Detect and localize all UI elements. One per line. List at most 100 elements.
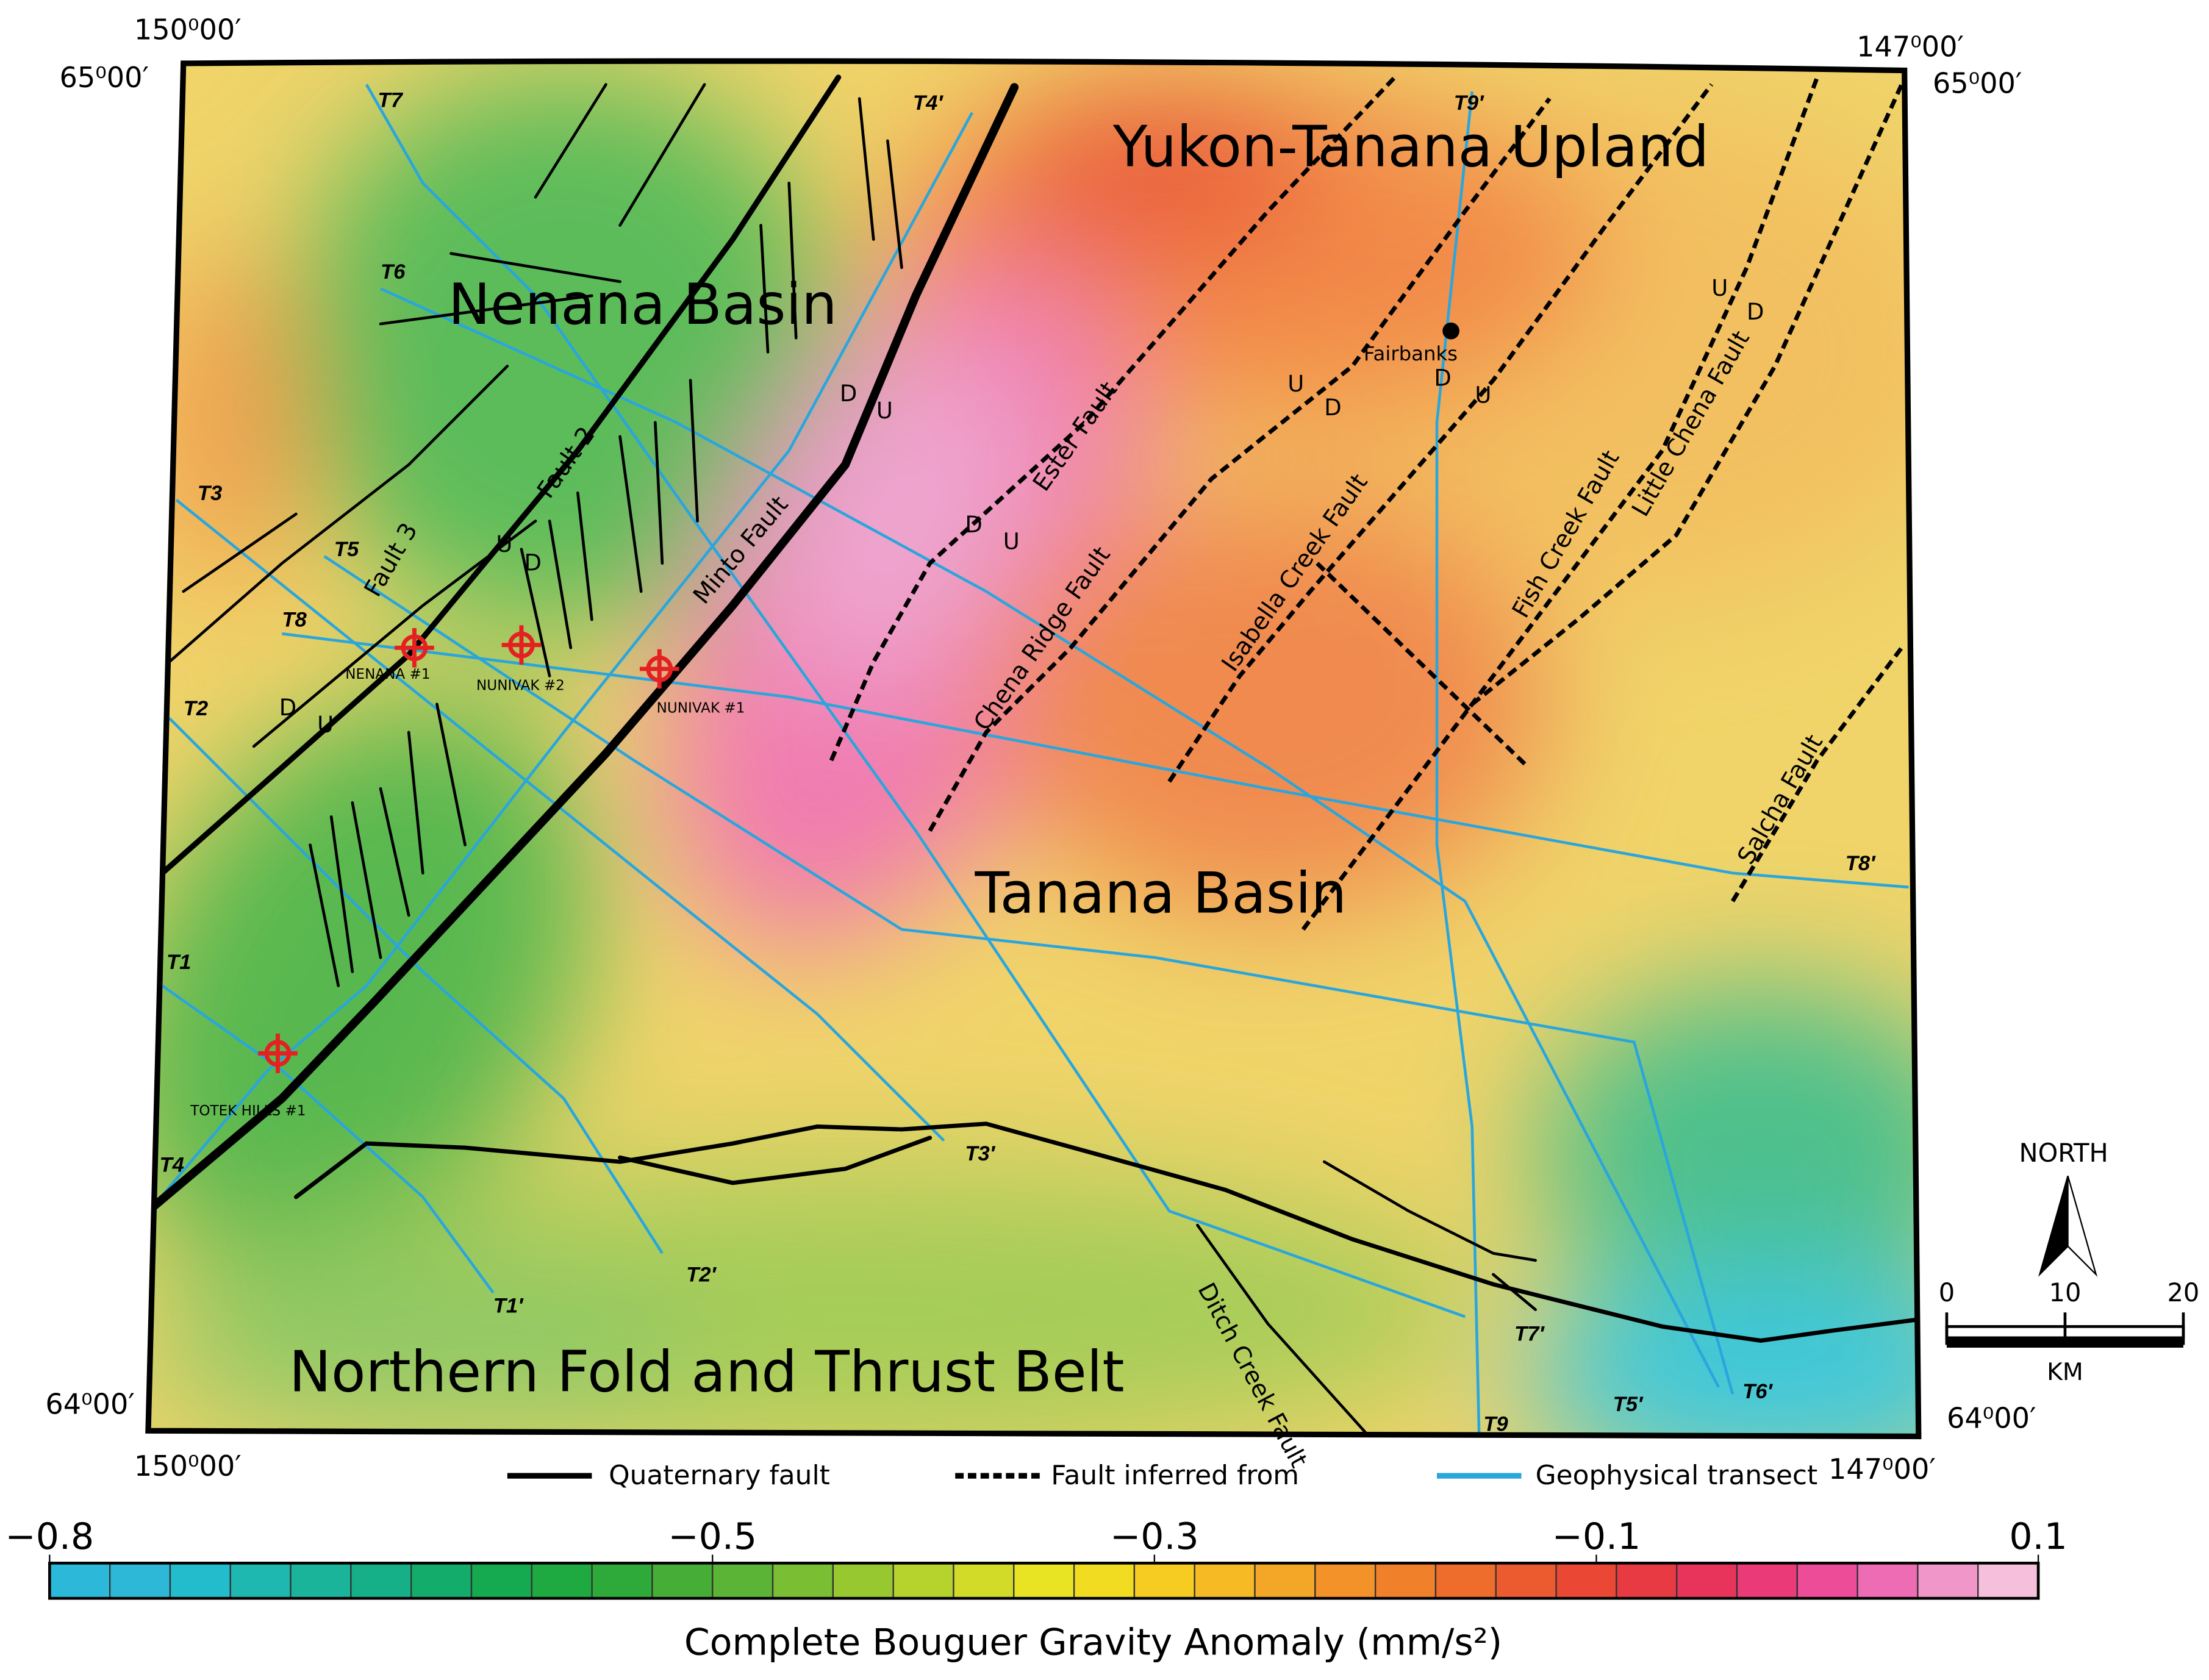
transect-label: T7 xyxy=(378,89,403,112)
north-arrow xyxy=(2038,1175,2069,1277)
colorbar-tick-label: −0.3 xyxy=(1110,1515,1199,1558)
well-label: NUNIVAK #1 xyxy=(657,701,745,717)
transect-label: T5 xyxy=(334,538,359,561)
corner-coordinate: 147⁰00′ xyxy=(1856,30,1964,63)
colorbar-tick-label: 0.1 xyxy=(2009,1515,2067,1558)
well-markers xyxy=(258,625,679,1073)
well-label: TOTEK HILLS #1 xyxy=(190,1103,306,1119)
scale-unit: KM xyxy=(2047,1359,2083,1386)
legend-label: Fault inferred from xyxy=(1051,1460,1299,1491)
transect-label: T3′ xyxy=(965,1142,995,1165)
region-label: Yukon-Tanana Upland xyxy=(1112,113,1709,179)
corner-coordinate: 150⁰00′ xyxy=(134,1449,242,1482)
offset-mark: D xyxy=(279,695,296,721)
corner-coordinate: 65⁰00′ xyxy=(59,61,149,94)
colorbar-swatch xyxy=(1736,1562,1798,1600)
colorbar-swatch xyxy=(1977,1562,2039,1600)
transect-label: T2′ xyxy=(686,1263,717,1286)
colorbar-swatch xyxy=(1856,1562,1919,1600)
colorbar-swatch xyxy=(1194,1562,1256,1600)
legend-label: Geophysical transect xyxy=(1536,1460,1818,1491)
transect-label: T1 xyxy=(166,951,191,974)
colorbar-swatch xyxy=(772,1562,834,1600)
transect-label: T1′ xyxy=(493,1294,524,1317)
colorbar-swatch xyxy=(832,1562,894,1600)
north-arrow-half xyxy=(2067,1175,2098,1277)
colorbar-swatch xyxy=(1314,1562,1377,1600)
offset-mark: D xyxy=(1747,299,1764,325)
colorbar-swatch xyxy=(1133,1562,1195,1600)
inferred-faults xyxy=(829,76,1904,931)
transect-label: T5′ xyxy=(1613,1393,1644,1416)
colorbar-swatch xyxy=(531,1562,593,1600)
region-label: Nenana Basin xyxy=(448,271,837,337)
offset-mark: U xyxy=(1475,382,1491,408)
colorbar-swatch xyxy=(712,1562,774,1600)
transect-label: T7′ xyxy=(1514,1322,1545,1345)
transect-label: T4 xyxy=(159,1153,184,1176)
colorbar-swatch xyxy=(169,1562,231,1600)
colorbar-tick-label: −0.5 xyxy=(668,1515,757,1558)
colorbar-swatch xyxy=(651,1562,714,1600)
offset-mark: U xyxy=(1711,275,1728,301)
offset-mark: U xyxy=(317,712,334,738)
legend-label: Quaternary fault xyxy=(609,1460,830,1491)
city-label: Fairbanks xyxy=(1364,342,1458,365)
colorbar-swatch xyxy=(109,1562,171,1600)
transect-label: T9′ xyxy=(1454,91,1484,115)
colorbar-tick-label: −0.1 xyxy=(1552,1515,1641,1558)
colorbar-swatch xyxy=(1796,1562,1858,1600)
colorbar-swatch xyxy=(229,1562,292,1600)
transect-label: T8′ xyxy=(1846,852,1876,875)
scale-tick-label: 20 xyxy=(2167,1278,2199,1307)
offset-mark: D xyxy=(1434,365,1451,391)
colorbar-swatch xyxy=(1555,1562,1617,1600)
colorbar-swatch xyxy=(350,1562,412,1600)
colorbar-swatch xyxy=(1073,1562,1136,1600)
offset-mark: U xyxy=(1003,529,1020,555)
colorbar-swatch xyxy=(953,1562,1015,1600)
offset-mark: U xyxy=(1287,371,1304,397)
colorbar-swatch xyxy=(1013,1562,1075,1600)
offset-mark: U xyxy=(876,398,893,424)
colorbar-swatch xyxy=(892,1562,954,1600)
offset-mark: D xyxy=(525,549,542,576)
north-label: NORTH xyxy=(2019,1138,2108,1168)
region-label: Tanana Basin xyxy=(975,860,1347,926)
colorbar-swatch xyxy=(1616,1562,1678,1600)
colorbar-swatch xyxy=(49,1562,111,1600)
offset-mark: U xyxy=(496,531,512,557)
corner-coordinate: 150⁰00′ xyxy=(134,13,242,46)
colorbar-swatch xyxy=(591,1562,653,1600)
transect-label: T4′ xyxy=(913,91,943,115)
colorbar-swatch xyxy=(1676,1562,1738,1600)
offset-mark: D xyxy=(1324,395,1341,421)
transect-label: T3 xyxy=(198,482,222,505)
scale-tick-label: 0 xyxy=(1939,1278,1955,1307)
transect-label: T8 xyxy=(282,609,307,632)
colorbar-tick-label: −0.8 xyxy=(5,1515,94,1558)
colorbar-swatch xyxy=(1495,1562,1557,1600)
corner-coordinate: 65⁰00′ xyxy=(1933,66,2022,99)
region-label: Northern Fold and Thrust Belt xyxy=(289,1339,1125,1405)
colorbar-swatch xyxy=(1254,1562,1316,1600)
corner-coordinate: 64⁰00′ xyxy=(45,1388,135,1421)
well-label: NENANA #1 xyxy=(345,667,430,682)
transect-label: T2 xyxy=(184,697,208,720)
corner-coordinate: 64⁰00′ xyxy=(1947,1402,2036,1435)
colorbar-title: Complete Bouguer Gravity Anomaly (mm/s²) xyxy=(684,1621,1502,1664)
colorbar-swatch xyxy=(410,1562,473,1600)
colorbar-swatch xyxy=(1434,1562,1497,1600)
colorbar-swatch xyxy=(290,1562,352,1600)
transect-label: T6 xyxy=(381,260,406,284)
offset-mark: D xyxy=(965,512,982,538)
transect-lines xyxy=(154,84,1909,1437)
transect-label: T9 xyxy=(1483,1412,1508,1435)
corner-coordinate: 147⁰00′ xyxy=(1828,1453,1936,1485)
gravity-map xyxy=(148,61,1919,1437)
colorbar-swatch xyxy=(470,1562,532,1600)
city-marker xyxy=(1442,322,1459,340)
map-frame xyxy=(145,58,1922,1440)
